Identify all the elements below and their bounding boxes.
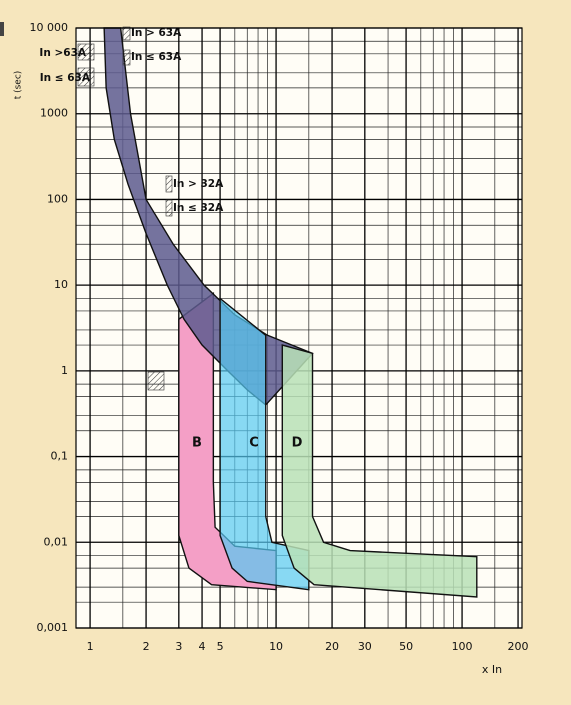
y-axis-label: t (sec)	[14, 71, 24, 100]
hatch-boxes	[77, 26, 173, 391]
y-tick-label: 0,001	[37, 621, 69, 634]
x-tick-label: 1	[87, 640, 94, 653]
x-tick-label: 30	[358, 640, 372, 653]
annotation: In >63A	[39, 47, 86, 59]
annotation: In > 63A	[131, 27, 182, 39]
x-tick-label: 10	[269, 640, 283, 653]
y-tick-label: 0,1	[51, 450, 69, 463]
zone-label: C	[249, 436, 259, 451]
annotation: In > 32A	[173, 178, 224, 190]
annotation: In ≤ 63A	[131, 51, 182, 63]
y-tick-label: 0,01	[44, 535, 69, 548]
y-tick-label: 1000	[40, 107, 68, 120]
zone	[281, 344, 478, 598]
x-tick-label: 3	[175, 640, 182, 653]
y-tick-label: 1	[61, 364, 68, 377]
x-tick-label: 2	[143, 640, 150, 653]
zone-label: B	[192, 436, 202, 451]
annotation: In ≤ 32A	[173, 202, 224, 214]
x-tick-label: 200	[508, 640, 529, 653]
zone-label: D	[292, 436, 303, 451]
annotation: In ≤ 63A	[40, 72, 91, 84]
corner-mark	[0, 22, 4, 36]
labels: 1 2 3 4 5 10 20 30 50 100 200 10 000 1000 100 10 1 0,1 0,…	[30, 21, 529, 653]
y-tick-label: 10 000	[30, 21, 69, 34]
x-tick-label: 5	[217, 640, 224, 653]
y-tick-label: 10	[54, 278, 68, 291]
x-axis-label: x In	[482, 663, 502, 676]
y-tick-label: 100	[47, 192, 68, 205]
areas	[103, 27, 478, 598]
x-tick-label: 20	[325, 640, 339, 653]
x-tick-label: 100	[452, 640, 473, 653]
x-tick-label: 50	[399, 640, 413, 653]
x-tick-label: 4	[199, 640, 206, 653]
plot-frame	[75, 27, 523, 629]
